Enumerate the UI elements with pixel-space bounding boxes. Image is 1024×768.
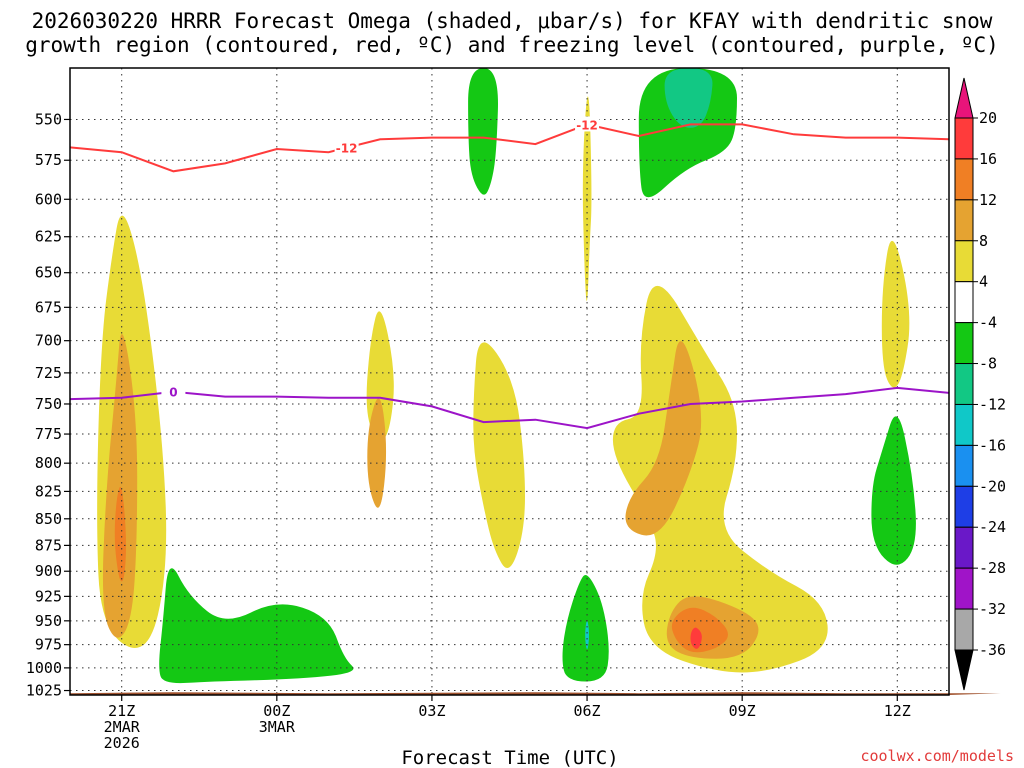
colorbar-bin-3 [954, 199, 974, 242]
x-tick-label-2MAR: 2MAR [104, 718, 141, 736]
colorbar-tick-label-20: 20 [979, 109, 997, 127]
y-tick-label-975: 975 [35, 636, 62, 654]
freezing-level-label: 0 [169, 386, 177, 400]
omega-region--4-to--8-1 [468, 68, 498, 195]
isotherm-minus12-line [70, 123, 949, 173]
x-tick-label-09Z: 09Z [729, 702, 756, 720]
colorbar-tick-label--16: -16 [979, 436, 1006, 454]
isotherm-minus12-label: -12 [336, 142, 358, 156]
colorbar-tick-label--12: -12 [979, 395, 1006, 413]
y-tick-label-950: 950 [35, 612, 62, 630]
colorbar-tick-label--8: -8 [979, 355, 997, 373]
y-tick-label-575: 575 [35, 151, 62, 169]
colorbar-bin-1 [954, 117, 974, 160]
colorbar-tick-label-12: 12 [979, 191, 997, 209]
y-tick-label-900: 900 [35, 562, 62, 580]
omega-region-8-to-12-2 [367, 398, 387, 508]
colorbar-bin-6 [954, 322, 974, 365]
y-tick-label-675: 675 [35, 298, 62, 316]
colorbar-bin-8 [954, 403, 974, 446]
y-tick-label-600: 600 [35, 190, 62, 208]
credit-text: coolwx.com/models [860, 747, 1014, 765]
omega-region-4-to-8-4 [582, 96, 592, 302]
x-tick-label-06Z: 06Z [574, 702, 601, 720]
chart-title-line2: growth region (contoured, red, ºC) and f… [25, 33, 999, 57]
colorbar-bin-11 [954, 526, 974, 569]
freezing-level-label-bg [161, 383, 186, 399]
colorbar-tick-label-4: 4 [979, 273, 988, 291]
colorbar-bin-5 [954, 281, 974, 324]
freezing-level-line [70, 386, 949, 430]
y-tick-label-1025: 1025 [26, 682, 62, 700]
omega-shading [97, 68, 916, 684]
colorbar-bin-4 [954, 240, 974, 283]
colorbar-tick-label--24: -24 [979, 518, 1006, 536]
y-tick-label-825: 825 [35, 482, 62, 500]
colorbar-bin-9 [954, 444, 974, 487]
y-tick-label-700: 700 [35, 332, 62, 350]
colorbar: 20 16 12 8 4 -4 -8 -12 -16 -20 -24 -28 -32 -36 [954, 77, 1006, 691]
omega-region-4-to-8-6 [881, 240, 910, 388]
omega-region--4-to--8-5 [871, 416, 916, 565]
colorbar-tick-label-8: 8 [979, 232, 988, 250]
x-axis-label: Forecast Time (UTC) [401, 747, 618, 768]
colorbar-tick-label--32: -32 [979, 600, 1006, 618]
omega-region--12-to--16-1 [585, 620, 589, 650]
colorbar-tick-label--36: -36 [979, 641, 1006, 659]
omega-region--8-to--12-1 [664, 68, 713, 128]
omega-region--4-to--8-3 [159, 568, 354, 684]
isotherm-minus12-label-2: -12 [576, 118, 598, 132]
isotherm-minus12-label-2-bg [575, 116, 600, 132]
x-tick-label-12Z: 12Z [884, 702, 911, 720]
omega-region--4-to--8-2 [638, 68, 737, 198]
y-tick-label-1000: 1000 [26, 659, 62, 677]
colorbar-max-arrow [954, 77, 974, 119]
omega-region-8-to-12-3 [625, 341, 702, 536]
y-tick-label-625: 625 [35, 228, 62, 246]
colorbar-tick-label-16: 16 [979, 150, 997, 168]
y-tick-label-725: 725 [35, 364, 62, 382]
omega-region-4-to-8-5 [612, 285, 828, 673]
y-tick-label-875: 875 [35, 536, 62, 554]
omega-region-12-to-16-1 [114, 486, 127, 582]
isotherm-minus12-label-bg [334, 139, 359, 155]
x-tick-label-21Z: 21Z [108, 702, 135, 720]
colorbar-tick-label--20: -20 [979, 477, 1006, 495]
y-tick-label-550: 550 [35, 110, 62, 128]
omega-region-8-to-12-1 [102, 333, 138, 638]
omega-region-16-to-20-1 [690, 627, 702, 649]
omega-region-4-to-8-3 [473, 342, 525, 569]
chart-title-line1: 2026030220 HRRR Forecast Omega (shaded, … [32, 9, 993, 33]
y-tick-label-750: 750 [35, 395, 62, 413]
y-tick-label-925: 925 [35, 587, 62, 605]
y-tick-label-775: 775 [35, 425, 62, 443]
x-tick-label-03Z: 03Z [418, 702, 445, 720]
x-tick-label-3MAR: 3MAR [259, 718, 296, 736]
y-axis-ticks: 550 575 600 625 650 675 700 725 750 775 800 825 850 8… [26, 110, 70, 700]
isotherm-contours: -12 -12 0 [70, 116, 949, 430]
colorbar-bin-2 [954, 158, 974, 201]
colorbar-bin-13 [954, 608, 974, 651]
y-tick-label-800: 800 [35, 454, 62, 472]
colorbar-tick-label--4: -4 [979, 314, 997, 332]
x-tick-label-00Z: 00Z [263, 702, 290, 720]
y-tick-label-650: 650 [35, 264, 62, 282]
colorbar-bin-12 [954, 567, 974, 610]
omega-region-12-to-16-2 [671, 607, 728, 653]
colorbar-bin-10 [954, 485, 974, 528]
colorbar-min-arrow [954, 649, 974, 691]
y-tick-label-850: 850 [35, 510, 62, 528]
colorbar-tick-label--28: -28 [979, 559, 1006, 577]
colorbar-bin-7 [954, 363, 974, 405]
x-tick-label-2026: 2026 [104, 734, 140, 752]
plot-frame [69, 67, 950, 696]
gridlines [70, 68, 949, 695]
